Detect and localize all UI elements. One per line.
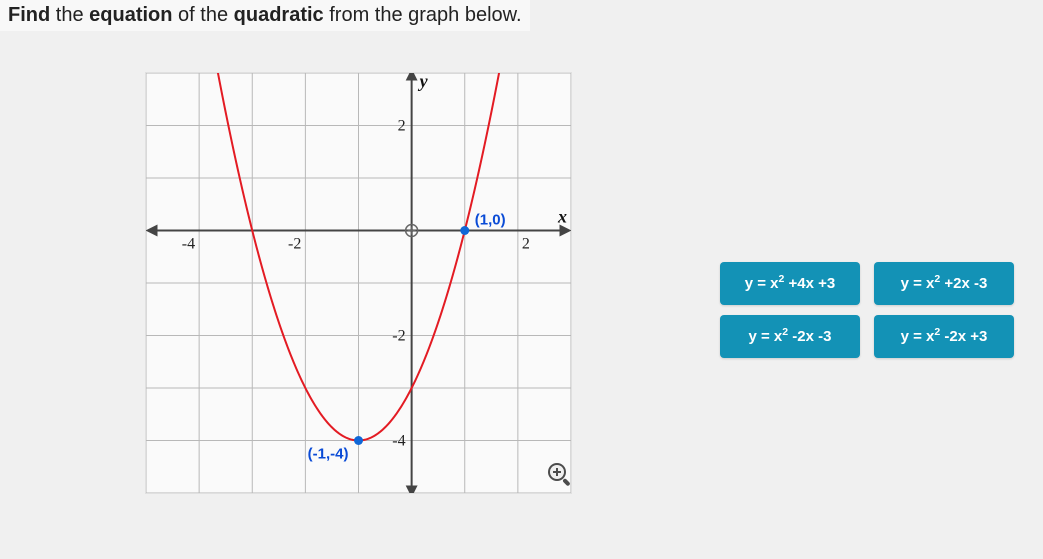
svg-text:2: 2 <box>522 236 530 253</box>
answer-option-3[interactable]: y = x2 -2x -3 <box>720 315 860 358</box>
answer-choices: y = x2 +4x +3 y = x2 +2x -3 y = x2 -2x -3 y… <box>720 262 1014 358</box>
svg-text:2: 2 <box>398 118 406 135</box>
svg-text:-4: -4 <box>182 236 195 253</box>
svg-text:-2: -2 <box>288 236 301 253</box>
graph-panel: -4 -2 2 -4 -2 2 y x (1,0) (-1,-4) <box>145 72 572 494</box>
svg-text:-2: -2 <box>392 328 405 345</box>
svg-text:(-1,-4): (-1,-4) <box>308 446 349 463</box>
svg-text:(1,0): (1,0) <box>475 212 506 229</box>
svg-text:x: x <box>557 207 567 227</box>
answer-option-4[interactable]: y = x2 -2x +3 <box>874 315 1014 358</box>
svg-text:y: y <box>418 73 429 91</box>
answer-option-1[interactable]: y = x2 +4x +3 <box>720 262 860 305</box>
quadratic-graph: -4 -2 2 -4 -2 2 y x (1,0) (-1,-4) <box>146 73 571 493</box>
zoom-in-icon[interactable] <box>545 460 573 488</box>
svg-text:-4: -4 <box>392 433 405 450</box>
answer-option-2[interactable]: y = x2 +2x -3 <box>874 262 1014 305</box>
question-prompt: Find the equation of the quadratic from … <box>0 0 530 31</box>
